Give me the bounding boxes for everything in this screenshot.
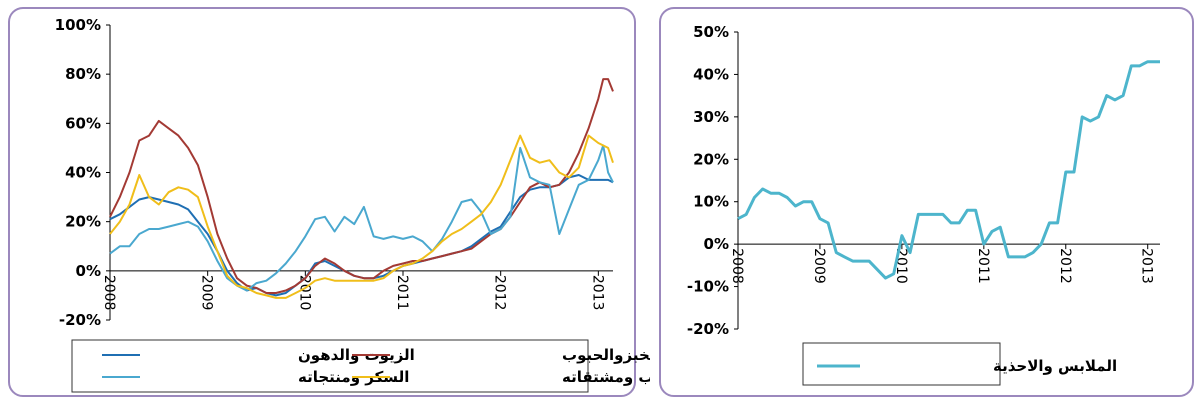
x-tick-label: 2009 — [811, 248, 827, 284]
legend-label-1: الملابس والاحذية — [993, 357, 1117, 375]
y-tick-label: -10% — [687, 278, 729, 296]
x-tick-label: 2012 — [492, 275, 508, 311]
x-tick-label: 2011 — [394, 275, 410, 311]
legend-box — [71, 339, 589, 393]
y-tick-label: 20% — [693, 150, 729, 168]
x-tick-label: 2009 — [199, 275, 215, 311]
legend-box — [802, 342, 1001, 386]
y-tick-label: 0% — [76, 262, 101, 280]
y-tick-label: 10% — [693, 193, 729, 211]
y-tick-label: 20% — [65, 213, 101, 231]
x-tick-label: 2008 — [101, 275, 117, 311]
clothing-inflation-chart: 50%40%30%20%10%0%-10%-20%2008 2009 2010 201… — [659, 7, 1194, 397]
x-tick-label: 2013 — [589, 275, 605, 311]
y-tick-label: 0% — [704, 235, 729, 253]
y-tick-label: 50% — [693, 23, 729, 41]
y-tick-label: -20% — [59, 311, 101, 329]
food-inflation-chart: 100% 80% 60% 40% 20% 0% -20%2008 2009 2010 2011 20… — [8, 7, 650, 397]
x-tick-label: 2010 — [296, 275, 312, 311]
x-tick-label: 2012 — [1057, 248, 1073, 284]
legend-label-2: الخبزوالحبوب — [562, 346, 650, 364]
x-tick-label: 2008 — [729, 248, 745, 284]
series-line-4 — [109, 134, 614, 299]
legend-label-4: الحليب ومشتقاته — [562, 368, 650, 386]
y-tick-label: 40% — [693, 65, 729, 83]
chart-frame — [8, 7, 636, 397]
series-line-1 — [737, 60, 1160, 280]
chart-frame — [659, 7, 1194, 397]
y-tick-label: 30% — [693, 108, 729, 126]
y-tick-label: -20% — [687, 320, 729, 338]
y-tick-label: 60% — [65, 114, 101, 132]
series-line-3 — [109, 144, 614, 292]
x-tick-label: 2011 — [975, 248, 991, 284]
y-tick-label: 80% — [65, 65, 101, 83]
y-tick-label: 100% — [55, 16, 101, 34]
y-tick-label: 40% — [65, 164, 101, 182]
x-tick-label: 2013 — [1139, 248, 1155, 284]
